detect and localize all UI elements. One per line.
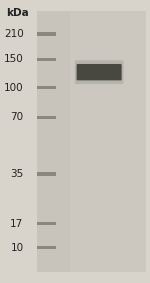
FancyBboxPatch shape: [37, 222, 56, 225]
FancyBboxPatch shape: [37, 246, 56, 249]
FancyBboxPatch shape: [75, 60, 124, 84]
FancyBboxPatch shape: [37, 32, 56, 36]
FancyBboxPatch shape: [70, 11, 146, 272]
FancyBboxPatch shape: [37, 172, 56, 176]
Text: 210: 210: [4, 29, 24, 39]
Text: 17: 17: [10, 218, 24, 229]
FancyBboxPatch shape: [37, 11, 146, 272]
Text: kDa: kDa: [6, 8, 29, 18]
Text: 10: 10: [10, 243, 24, 253]
FancyBboxPatch shape: [77, 64, 122, 80]
FancyBboxPatch shape: [37, 86, 56, 89]
FancyBboxPatch shape: [37, 58, 56, 61]
Text: 70: 70: [10, 112, 24, 123]
Text: 35: 35: [10, 169, 24, 179]
FancyBboxPatch shape: [37, 116, 56, 119]
Text: 150: 150: [4, 54, 24, 65]
Text: 100: 100: [4, 83, 24, 93]
